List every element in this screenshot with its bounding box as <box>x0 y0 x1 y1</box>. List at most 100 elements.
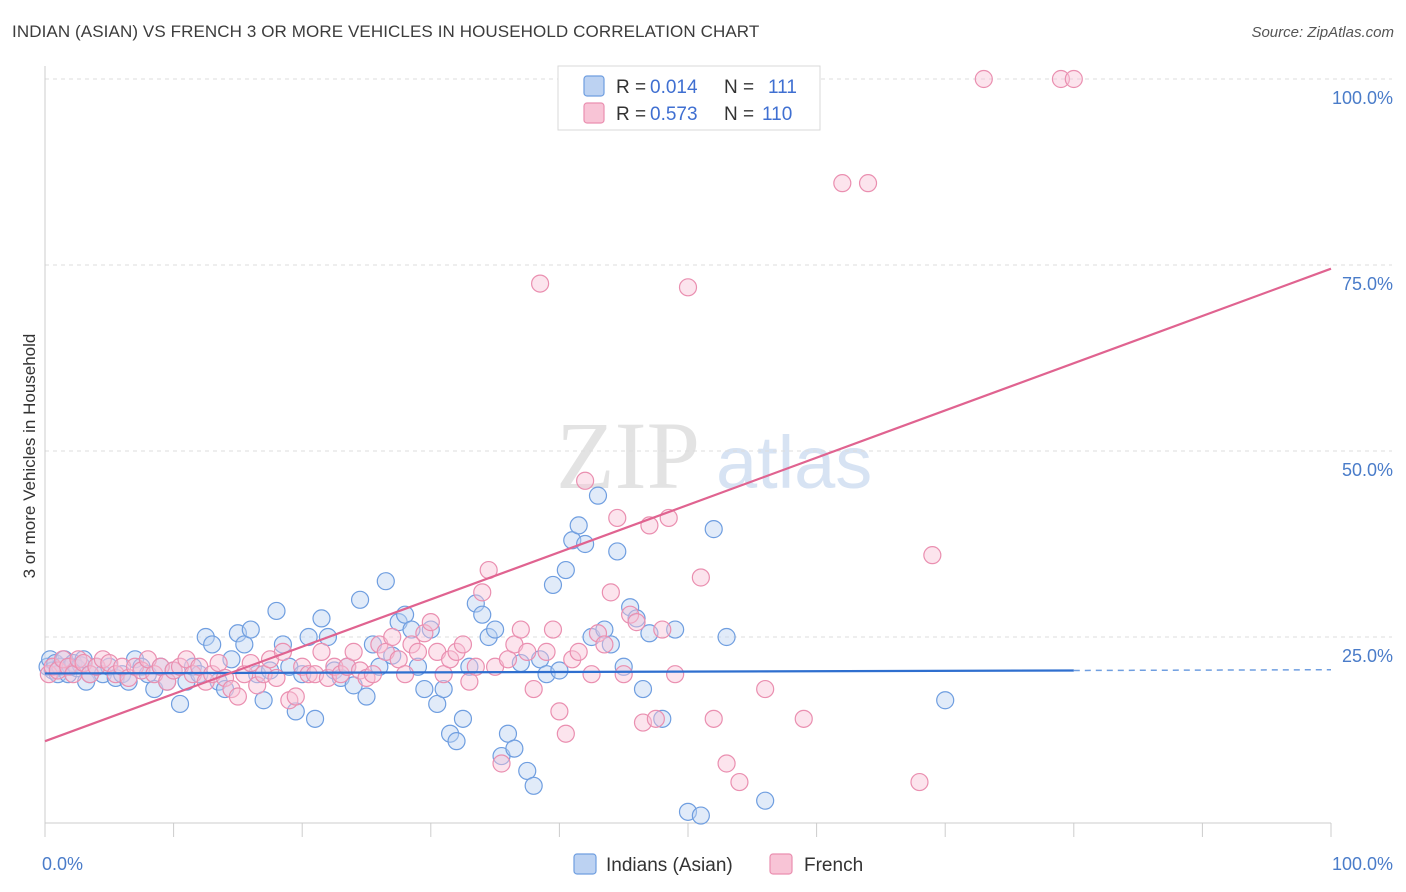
point-french-109 <box>910 772 929 792</box>
chart-title: INDIAN (ASIAN) VS FRENCH 3 OR MORE VEHIC… <box>12 22 760 41</box>
trend-line-french <box>44 267 1332 743</box>
legend-bottom-label-indians: Indians (Asian) <box>606 855 733 876</box>
point-french-57 <box>395 665 415 684</box>
point-french-85 <box>576 471 595 490</box>
point-french-2 <box>48 661 67 680</box>
point-french-60 <box>415 624 434 643</box>
y-axis-title: 3 or more Vehicles in Household <box>20 334 39 579</box>
point-indians-102 <box>653 709 672 728</box>
point-french-97 <box>653 620 672 639</box>
point-indians-75 <box>473 605 492 624</box>
point-indians-56 <box>350 590 370 609</box>
point-french-55 <box>383 627 402 647</box>
point-french-49 <box>344 642 363 661</box>
point-french-66 <box>453 635 473 654</box>
point-french-65 <box>447 642 466 661</box>
source-credit: Source: ZipAtlas.com <box>1251 24 1394 41</box>
point-indians-87 <box>550 661 569 680</box>
legend-bottom-label-french: French <box>804 855 863 876</box>
point-french-47 <box>331 665 350 684</box>
point-french-108 <box>858 174 878 193</box>
point-indians-90 <box>569 516 588 535</box>
watermark-zip: ZIP <box>556 402 700 509</box>
point-indians-50 <box>312 609 331 628</box>
point-french-89 <box>601 583 620 602</box>
point-indians-76 <box>479 627 498 647</box>
point-french-103 <box>717 754 736 773</box>
point-french-101 <box>691 568 710 587</box>
point-french-104 <box>730 772 749 792</box>
data-points <box>38 69 1083 825</box>
point-indians-60 <box>376 572 395 591</box>
point-french-92 <box>621 605 640 624</box>
legend-n-value-indians: 111 <box>768 77 797 98</box>
legend-r-label-indians: R = <box>616 77 646 98</box>
point-indians-91 <box>576 534 595 554</box>
point-indians-30 <box>183 657 202 676</box>
point-indians-96 <box>608 542 627 561</box>
legend-r-label-french: R = <box>616 104 646 125</box>
point-indians-95 <box>601 635 620 654</box>
point-indians-77 <box>486 620 505 639</box>
point-french-52 <box>363 665 383 684</box>
point-french-93 <box>627 613 646 632</box>
point-french-58 <box>402 635 421 654</box>
trend-line-indians-extension <box>1073 668 1332 672</box>
legend-swatch-french <box>583 102 605 124</box>
point-french-107 <box>833 174 852 193</box>
point-french-83 <box>563 650 582 669</box>
point-indians-88 <box>556 560 575 580</box>
legend-bottom-swatch-french <box>769 853 793 875</box>
point-indians-39 <box>241 620 260 639</box>
point-indians-107 <box>717 627 736 647</box>
point-indians-86 <box>543 575 563 595</box>
point-indians-31 <box>190 665 209 684</box>
point-french-68 <box>466 657 485 676</box>
point-indians-105 <box>691 806 710 825</box>
trend-lines <box>44 267 1332 743</box>
point-french-86 <box>582 665 601 684</box>
trend-line-indians <box>44 669 1074 675</box>
point-french-31 <box>228 687 247 706</box>
point-french-40 <box>286 687 305 706</box>
point-indians-93 <box>588 486 608 505</box>
point-indians-69 <box>434 679 453 699</box>
y-tick-label-2: 75.0% <box>1342 274 1393 294</box>
point-french-59 <box>408 642 428 661</box>
point-indians-33 <box>203 635 222 654</box>
point-indians-71 <box>447 732 466 751</box>
tick-labels: 25.0% 50.0% 75.0% 100.0% 0.0% 100.0% <box>42 88 1393 874</box>
point-french-88 <box>595 635 614 654</box>
legend-top: R = 0.014 N = 111 R = 0.573 N = 110 <box>557 65 821 131</box>
gridlines <box>45 78 1392 638</box>
point-french-87 <box>588 624 608 643</box>
legend-n-label-indians: N = <box>724 77 754 98</box>
legend-n-value-french: 110 <box>762 104 792 125</box>
point-indians-103 <box>666 620 685 639</box>
point-french-69 <box>473 583 492 602</box>
point-french-77 <box>524 679 543 699</box>
point-french-76 <box>518 642 537 661</box>
legend-swatch-indians <box>583 75 605 97</box>
y-tick-label-0: 25.0% <box>1342 646 1393 666</box>
point-indians-72 <box>453 709 473 728</box>
point-indians-83 <box>524 776 543 795</box>
point-indians-106 <box>704 520 723 539</box>
point-french-72 <box>492 754 511 773</box>
point-french-113 <box>1064 69 1083 89</box>
point-indians-108 <box>756 791 775 810</box>
point-french-81 <box>550 702 569 721</box>
legend-n-label-french: N = <box>724 104 754 125</box>
legend-r-value-french: 0.573 <box>650 104 698 125</box>
point-indians-28 <box>170 694 190 714</box>
point-french-30 <box>222 679 241 699</box>
point-french-105 <box>756 679 775 699</box>
point-french-110 <box>923 546 942 565</box>
point-indians-43 <box>267 601 286 621</box>
x-tick-label-0: 0.0% <box>42 854 83 874</box>
y-tick-label-3: 100.0% <box>1332 88 1393 108</box>
point-french-46 <box>325 657 344 676</box>
point-french-61 <box>421 613 440 632</box>
point-indians-109 <box>936 691 955 710</box>
watermark-atlas: atlas <box>716 421 872 504</box>
